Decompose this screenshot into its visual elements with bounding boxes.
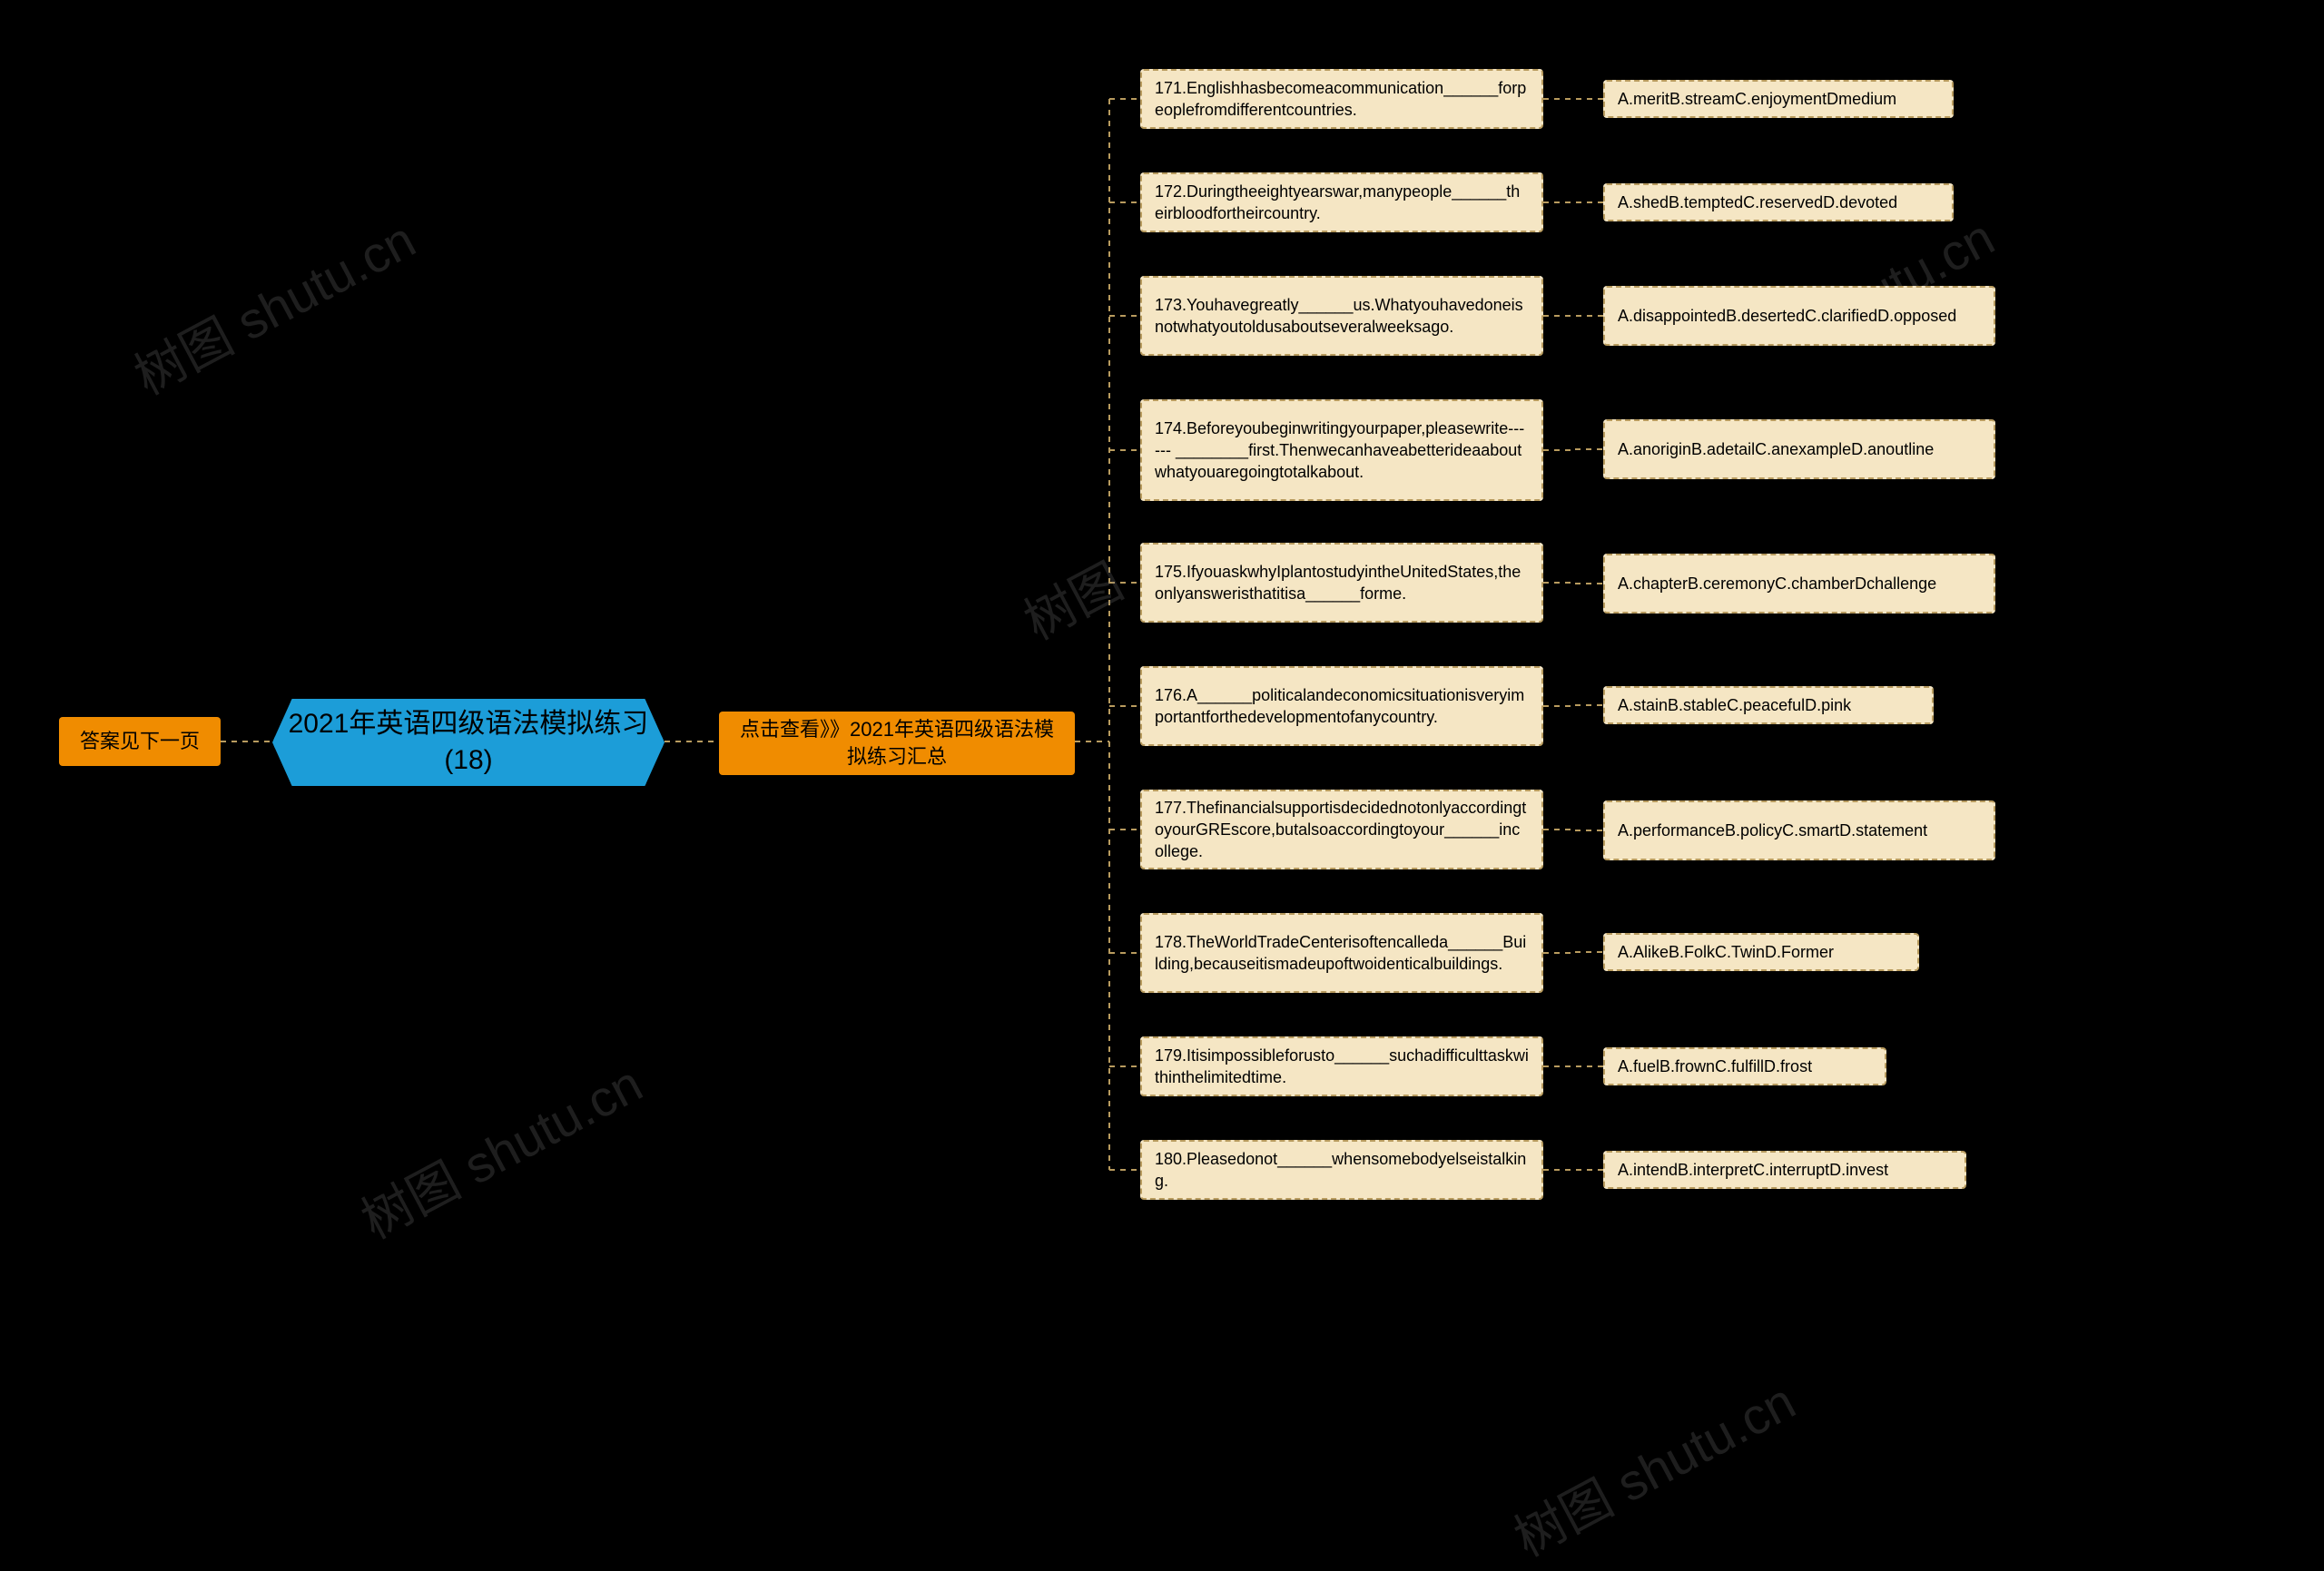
summary-link-node[interactable]: 点击查看》》2021年英语四级语法模拟练习汇总 (719, 712, 1075, 775)
question-text: 178.TheWorldTradeCenterisoftencalleda___… (1155, 931, 1529, 976)
question-node: 171.Englishhasbecomeacommunication______… (1140, 69, 1543, 129)
root-node: 2021年英语四级语法模拟练习(18) (272, 699, 665, 786)
answer-options-node: A.shedB.temptedC.reservedD.devoted (1603, 183, 1954, 221)
watermark: 树图 shutu.cn (120, 200, 427, 409)
answer-options-node: A.meritB.streamC.enjoymentDmedium (1603, 80, 1954, 118)
question-text: 172.Duringtheeightyearswar,manypeople___… (1155, 181, 1529, 225)
question-node: 178.TheWorldTradeCenterisoftencalleda___… (1140, 913, 1543, 993)
answer-options-text: A.shedB.temptedC.reservedD.devoted (1618, 191, 1897, 213)
question-node: 175.IfyouaskwhyIplantostudyintheUnitedSt… (1140, 543, 1543, 623)
answer-options-node: A.stainB.stableC.peacefulD.pink (1603, 686, 1934, 724)
question-text: 171.Englishhasbecomeacommunication______… (1155, 77, 1529, 122)
answer-options-node: A.disappointedB.desertedC.clarifiedD.opp… (1603, 286, 1995, 346)
question-text: 174.Beforeyoubeginwritingyourpaper,pleas… (1155, 417, 1529, 484)
answer-node: 答案见下一页 (59, 717, 221, 766)
answer-options-node: A.anoriginB.adetailC.anexampleD.anoutlin… (1603, 419, 1995, 479)
answer-options-node: A.performanceB.policyC.smartD.statement (1603, 800, 1995, 860)
answer-options-node: A.intendB.interpretC.interruptD.invest (1603, 1151, 1966, 1189)
summary-link-label: 点击查看》》2021年英语四级语法模拟练习汇总 (732, 716, 1062, 770)
answer-options-text: A.AlikeB.FolkC.TwinD.Former (1618, 941, 1834, 963)
question-node: 180.Pleasedonot______whensomebodyelseist… (1140, 1140, 1543, 1200)
answer-options-text: A.disappointedB.desertedC.clarifiedD.opp… (1618, 305, 1956, 327)
watermark: 树图 shutu.cn (347, 1044, 654, 1253)
question-node: 172.Duringtheeightyearswar,manypeople___… (1140, 172, 1543, 232)
question-node: 176.A______politicalandeconomicsituation… (1140, 666, 1543, 746)
watermark: 树图 shutu.cn (1500, 1361, 1807, 1571)
question-node: 177.Thefinancialsupportisdecidednotonlya… (1140, 790, 1543, 869)
answer-options-text: A.performanceB.policyC.smartD.statement (1618, 820, 1927, 841)
answer-options-text: A.stainB.stableC.peacefulD.pink (1618, 694, 1851, 716)
answer-options-text: A.anoriginB.adetailC.anexampleD.anoutlin… (1618, 438, 1934, 460)
question-text: 176.A______politicalandeconomicsituation… (1155, 684, 1529, 729)
question-text: 180.Pleasedonot______whensomebodyelseist… (1155, 1148, 1529, 1193)
question-node: 174.Beforeyoubeginwritingyourpaper,pleas… (1140, 399, 1543, 501)
answer-options-node: A.chapterB.ceremonyC.chamberDchallenge (1603, 554, 1995, 614)
answer-options-text: A.fuelB.frownC.fulfillD.frost (1618, 1056, 1812, 1077)
question-node: 179.Itisimpossibleforusto______suchadiff… (1140, 1036, 1543, 1096)
question-text: 179.Itisimpossibleforusto______suchadiff… (1155, 1045, 1529, 1089)
answer-options-node: A.fuelB.frownC.fulfillD.frost (1603, 1047, 1886, 1085)
answer-options-text: A.intendB.interpretC.interruptD.invest (1618, 1159, 1888, 1181)
question-text: 175.IfyouaskwhyIplantostudyintheUnitedSt… (1155, 561, 1529, 605)
answer-options-text: A.meritB.streamC.enjoymentDmedium (1618, 88, 1896, 110)
question-text: 173.Youhavegreatly______us.Whatyouhavedo… (1155, 294, 1529, 339)
answer-label: 答案见下一页 (80, 728, 200, 755)
question-text: 177.Thefinancialsupportisdecidednotonlya… (1155, 797, 1529, 863)
answer-options-node: A.AlikeB.FolkC.TwinD.Former (1603, 933, 1919, 971)
answer-options-text: A.chapterB.ceremonyC.chamberDchallenge (1618, 573, 1936, 594)
watermark: 树图 (1009, 542, 1134, 654)
root-label: 2021年英语四级语法模拟练习(18) (288, 706, 649, 780)
question-node: 173.Youhavegreatly______us.Whatyouhavedo… (1140, 276, 1543, 356)
